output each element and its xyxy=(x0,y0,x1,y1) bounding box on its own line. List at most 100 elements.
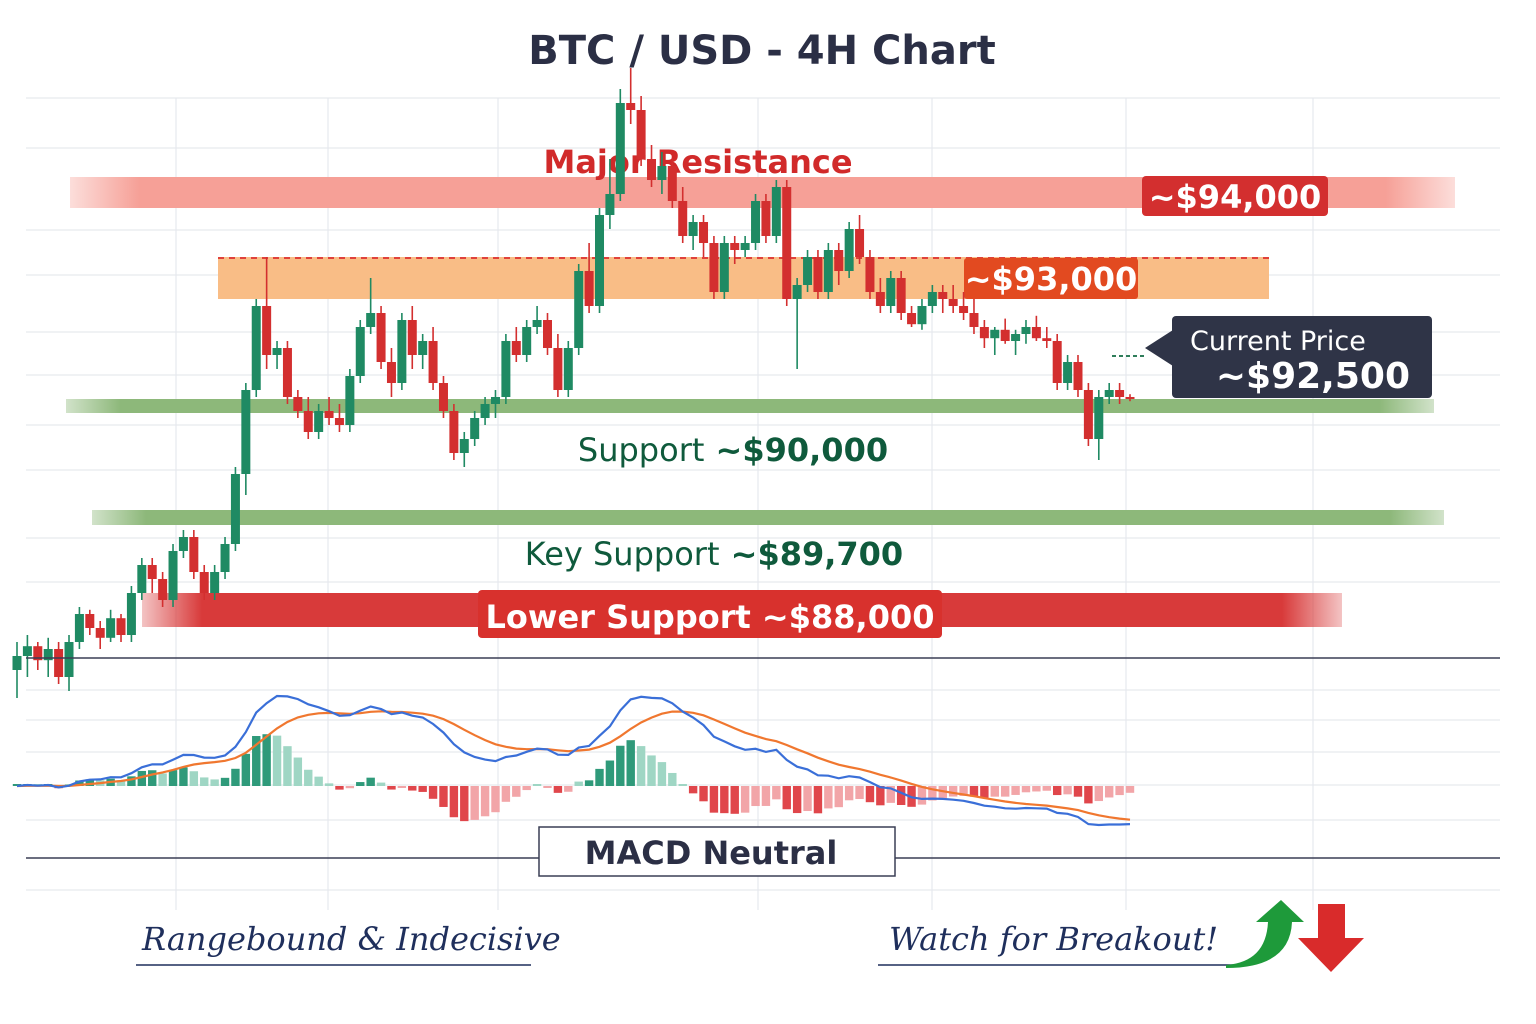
macd-bar xyxy=(168,770,178,786)
candle-body xyxy=(1094,397,1104,439)
macd-bar xyxy=(636,746,646,786)
macd-bar xyxy=(356,782,365,786)
candle-body xyxy=(126,593,136,635)
macd-bar xyxy=(116,780,126,786)
key-support-label: Key Support ~$89,700 xyxy=(525,535,903,573)
macd-bar xyxy=(855,786,864,800)
candle-body xyxy=(969,313,979,327)
candle-body xyxy=(522,327,532,355)
candle-body xyxy=(230,474,240,544)
macd-histogram xyxy=(12,734,1135,822)
candle xyxy=(293,390,303,418)
candle-body xyxy=(147,565,157,579)
candle xyxy=(12,642,22,698)
candle xyxy=(324,397,334,425)
candle xyxy=(553,334,563,397)
macd-bar xyxy=(1042,786,1051,791)
candle xyxy=(782,180,792,306)
candle xyxy=(386,348,396,397)
candle-body xyxy=(875,292,885,306)
support-band xyxy=(66,399,1434,413)
macd-bar xyxy=(1011,786,1020,795)
candle xyxy=(438,376,448,418)
macd-bar xyxy=(844,786,854,801)
macd-bar xyxy=(491,786,500,813)
resistance-price: ~$93,000 xyxy=(965,260,1138,298)
macd-bar xyxy=(1104,786,1114,798)
candle xyxy=(1021,320,1031,344)
candle-body xyxy=(95,628,105,638)
candle-body xyxy=(511,341,521,355)
candle-body xyxy=(178,537,188,551)
macd-bar xyxy=(709,786,719,813)
macd-bar xyxy=(886,786,895,803)
macd-bar xyxy=(1052,786,1062,796)
candle-body xyxy=(199,572,209,593)
candle-body xyxy=(449,411,459,453)
candle-body xyxy=(553,348,563,390)
candle-body xyxy=(293,397,303,411)
macd-bar xyxy=(564,786,573,792)
candle-body xyxy=(823,250,833,292)
macd-bar xyxy=(397,786,407,788)
candle-body xyxy=(605,194,615,215)
macd-bar xyxy=(304,769,313,786)
candle xyxy=(896,271,906,320)
candle xyxy=(990,327,1000,355)
candle-body xyxy=(490,397,500,404)
candle-body xyxy=(106,618,116,638)
candle xyxy=(147,558,157,593)
macd-bar xyxy=(449,786,459,818)
candle-body xyxy=(303,411,313,432)
macd-bar xyxy=(657,762,667,786)
candle xyxy=(428,327,438,390)
candle xyxy=(969,299,979,334)
candle xyxy=(667,159,677,208)
candle-body xyxy=(22,646,32,656)
candle-body xyxy=(761,201,771,236)
macd-bar xyxy=(782,786,791,810)
candle-body xyxy=(865,257,875,292)
candle xyxy=(740,236,750,257)
macd-bar xyxy=(345,786,355,789)
candle xyxy=(792,278,802,369)
candle-body xyxy=(990,329,1000,339)
macd-bar xyxy=(293,757,303,786)
candle-body xyxy=(647,159,657,180)
candle-body xyxy=(584,271,594,306)
candle-body xyxy=(158,579,168,600)
macd-bar xyxy=(605,760,615,786)
candle-body xyxy=(907,313,917,325)
candle xyxy=(95,621,105,649)
macd-bar xyxy=(803,786,812,812)
macd-bar xyxy=(220,777,230,786)
macd-bar xyxy=(158,773,167,786)
candle-body xyxy=(438,383,448,411)
macd-bar xyxy=(1094,786,1103,802)
candle-body xyxy=(688,222,698,236)
candle-body xyxy=(657,166,667,180)
candle xyxy=(251,299,261,397)
candle xyxy=(803,250,813,292)
candle xyxy=(1094,390,1104,460)
macd-bar xyxy=(439,786,448,807)
candle-body xyxy=(563,348,573,390)
candle xyxy=(459,432,469,467)
candle xyxy=(407,306,417,369)
candle-body xyxy=(1115,390,1125,397)
macd-neutral-label: MACD Neutral xyxy=(585,834,838,872)
candle-body xyxy=(542,320,552,348)
candle xyxy=(647,145,657,187)
candle xyxy=(262,257,272,369)
candle xyxy=(345,369,355,432)
candle-body xyxy=(85,614,95,628)
key-support-band xyxy=(92,510,1444,525)
candle xyxy=(470,411,480,446)
candle xyxy=(199,565,209,600)
candle xyxy=(220,537,230,579)
candle xyxy=(1063,355,1073,390)
candle-body xyxy=(699,222,709,243)
candle xyxy=(959,292,969,320)
candle-body xyxy=(366,313,376,327)
arrow-up-icon xyxy=(1226,900,1304,968)
